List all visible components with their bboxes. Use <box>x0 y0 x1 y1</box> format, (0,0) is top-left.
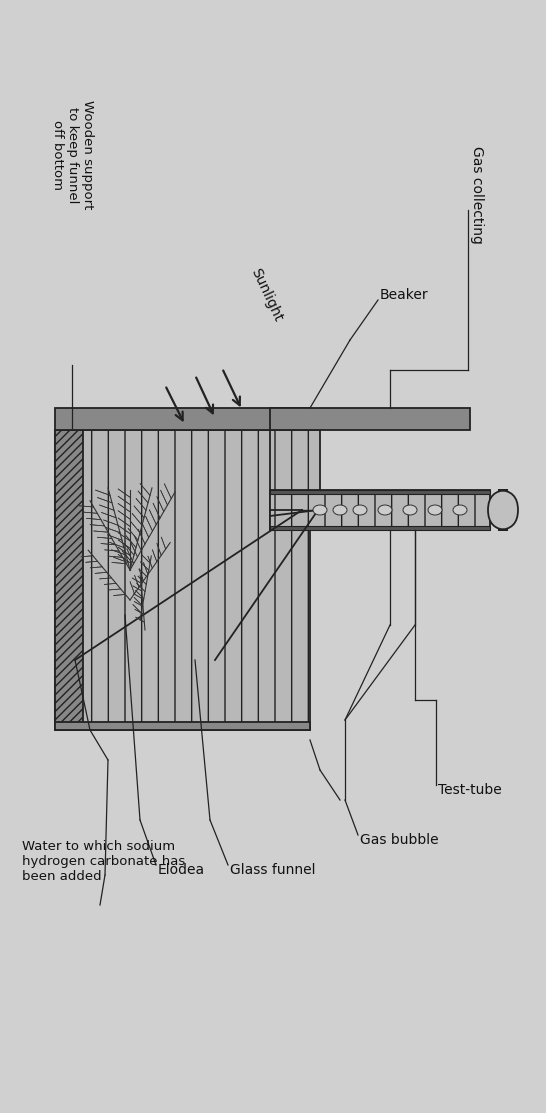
Ellipse shape <box>403 505 417 515</box>
Bar <box>55 430 83 730</box>
Ellipse shape <box>378 505 392 515</box>
Bar <box>270 526 490 530</box>
FancyBboxPatch shape <box>488 490 518 530</box>
Text: Gas bubble: Gas bubble <box>360 833 438 847</box>
Ellipse shape <box>453 505 467 515</box>
Ellipse shape <box>428 505 442 515</box>
Text: Wooden support
to keep funnel
off bottom: Wooden support to keep funnel off bottom <box>50 100 93 209</box>
Ellipse shape <box>353 505 367 515</box>
Text: Water to which sodium
hydrogen carbonate has
been added: Water to which sodium hydrogen carbonate… <box>22 840 185 883</box>
Text: Test-tube: Test-tube <box>438 784 502 797</box>
Text: Sunlight: Sunlight <box>248 266 285 324</box>
Ellipse shape <box>313 505 327 515</box>
Text: Beaker: Beaker <box>380 288 429 302</box>
Bar <box>55 722 310 730</box>
Text: Elodea: Elodea <box>158 863 205 877</box>
Ellipse shape <box>333 505 347 515</box>
Bar <box>55 408 310 430</box>
Bar <box>270 408 470 430</box>
Text: Glass funnel: Glass funnel <box>230 863 316 877</box>
Bar <box>270 490 490 494</box>
Bar <box>270 490 490 530</box>
Bar <box>55 430 310 730</box>
Bar <box>270 430 320 530</box>
Text: Gas collecting: Gas collecting <box>470 146 484 244</box>
